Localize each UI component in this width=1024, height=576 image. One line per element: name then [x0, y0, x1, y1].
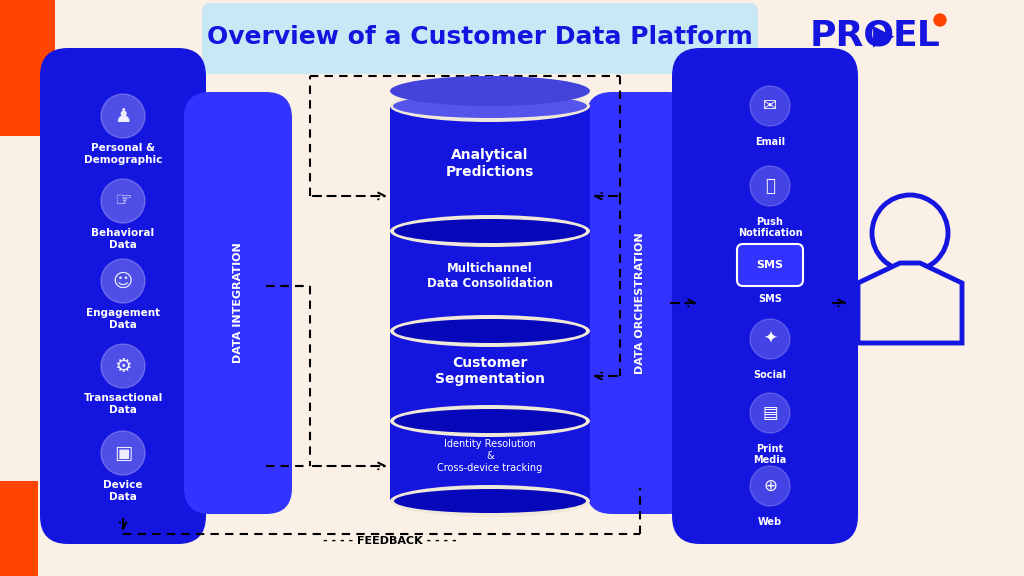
Ellipse shape: [394, 409, 586, 433]
FancyBboxPatch shape: [737, 244, 803, 286]
FancyBboxPatch shape: [184, 92, 292, 514]
Text: Push
Notification: Push Notification: [737, 217, 803, 238]
Text: Overview of a Customer Data Platform: Overview of a Customer Data Platform: [207, 25, 753, 48]
Circle shape: [750, 166, 790, 206]
Text: Multichannel
Data Consolidation: Multichannel Data Consolidation: [427, 262, 553, 290]
Text: ✦: ✦: [763, 330, 777, 348]
FancyBboxPatch shape: [0, 481, 38, 576]
Text: Identity Resolution
&
Cross-device tracking: Identity Resolution & Cross-device track…: [437, 439, 543, 473]
Ellipse shape: [390, 485, 590, 517]
FancyBboxPatch shape: [0, 0, 28, 86]
Circle shape: [750, 319, 790, 359]
Text: SMS: SMS: [758, 294, 782, 304]
Bar: [390, 331, 590, 421]
Text: ⊕: ⊕: [763, 477, 777, 495]
Ellipse shape: [394, 489, 586, 513]
Ellipse shape: [390, 90, 590, 122]
Text: Web: Web: [758, 517, 782, 527]
Text: DATA INTEGRATION: DATA INTEGRATION: [233, 242, 243, 363]
Text: ☞: ☞: [115, 191, 132, 210]
Ellipse shape: [390, 315, 590, 347]
Circle shape: [101, 259, 145, 303]
Text: ♟: ♟: [115, 107, 132, 126]
Text: ▣: ▣: [114, 444, 132, 463]
Circle shape: [872, 195, 948, 271]
Circle shape: [750, 86, 790, 126]
FancyBboxPatch shape: [0, 0, 55, 136]
Text: ✉: ✉: [763, 97, 777, 115]
Circle shape: [101, 344, 145, 388]
Text: PRO: PRO: [810, 19, 895, 53]
FancyBboxPatch shape: [40, 48, 206, 544]
Circle shape: [101, 179, 145, 223]
Text: Analytical
Predictions: Analytical Predictions: [445, 148, 535, 179]
Text: ▶: ▶: [873, 22, 894, 50]
Ellipse shape: [394, 319, 586, 343]
Circle shape: [101, 94, 145, 138]
FancyBboxPatch shape: [202, 3, 758, 74]
Bar: [390, 231, 590, 331]
Text: Email: Email: [755, 137, 785, 147]
Ellipse shape: [394, 219, 586, 243]
Circle shape: [101, 431, 145, 475]
Ellipse shape: [390, 76, 590, 106]
Ellipse shape: [390, 405, 590, 437]
Text: SMS: SMS: [757, 260, 783, 270]
Polygon shape: [858, 263, 962, 343]
FancyBboxPatch shape: [0, 516, 28, 576]
Text: Device
Data: Device Data: [103, 480, 142, 502]
Text: ▤: ▤: [762, 404, 778, 422]
Text: ⚙: ⚙: [115, 357, 132, 376]
FancyBboxPatch shape: [586, 92, 694, 514]
Text: ☺: ☺: [113, 271, 133, 290]
Text: DATA ORCHESTRATION: DATA ORCHESTRATION: [635, 232, 645, 374]
Text: - - - - FEEDBACK - - - -: - - - - FEEDBACK - - - -: [324, 536, 457, 546]
Text: Engagement
Data: Engagement Data: [86, 308, 160, 329]
Text: Personal &
Demographic: Personal & Demographic: [84, 143, 162, 165]
Bar: [390, 421, 590, 501]
Ellipse shape: [393, 94, 587, 118]
Text: Print
Media: Print Media: [754, 444, 786, 465]
Text: EL: EL: [893, 19, 941, 53]
Circle shape: [934, 14, 946, 26]
Text: Behavioral
Data: Behavioral Data: [91, 228, 155, 249]
Text: Social: Social: [754, 370, 786, 380]
Text: Transactional
Data: Transactional Data: [83, 393, 163, 415]
Bar: [390, 106, 590, 231]
Circle shape: [750, 393, 790, 433]
Text: Customer
Segmentation: Customer Segmentation: [435, 355, 545, 386]
Ellipse shape: [390, 215, 590, 247]
Circle shape: [750, 466, 790, 506]
FancyBboxPatch shape: [672, 48, 858, 544]
Text: 📱: 📱: [765, 177, 775, 195]
